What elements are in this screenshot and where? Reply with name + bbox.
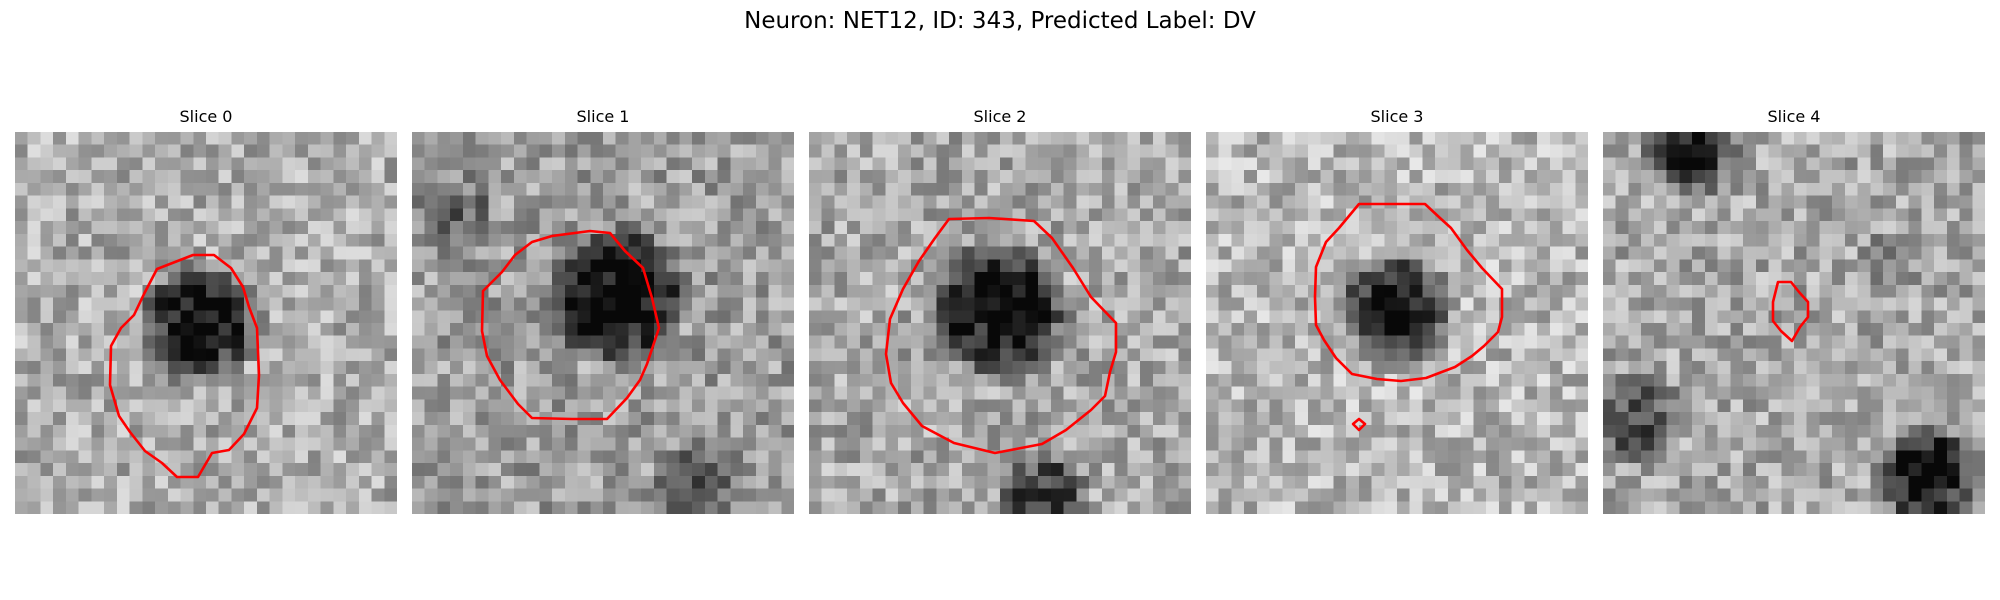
slice-grayscale-2 (809, 132, 1191, 514)
slice-image-4 (1603, 132, 1985, 514)
slice-image-2 (809, 132, 1191, 514)
roi-contour-3 (1313, 202, 1504, 383)
slice-panel-3: Slice 3 (1206, 106, 1588, 514)
roi-overlay-4 (1771, 280, 1810, 343)
slice-image-1 (412, 132, 794, 514)
slice-grayscale-3 (1206, 132, 1588, 514)
slice-image-0 (15, 132, 397, 514)
slice-panel-1: Slice 1 (412, 106, 794, 514)
roi-overlay-3 (1313, 202, 1504, 432)
slice-title-2: Slice 2 (973, 107, 1027, 126)
roi-contour-2 (884, 216, 1118, 455)
roi-contour-0 (108, 253, 261, 479)
slice-grayscale-4 (1603, 132, 1985, 514)
slice-title-4: Slice 4 (1767, 107, 1821, 126)
slice-grayscale-0 (15, 132, 397, 514)
figure-title: Neuron: NET12, ID: 343, Predicted Label:… (744, 8, 1256, 34)
roi-contour-1 (480, 229, 661, 421)
slice-panel-0: Slice 0 (15, 106, 397, 514)
slice-title-1: Slice 1 (576, 107, 630, 126)
slice-image-3 (1206, 132, 1588, 514)
roi-overlay-1 (480, 229, 661, 421)
slice-title-0: Slice 0 (179, 107, 233, 126)
roi-contour-4 (1771, 280, 1810, 343)
roi-overlay-0 (108, 253, 261, 479)
slice-panel-2: Slice 2 (809, 106, 1191, 514)
slice-grayscale-1 (412, 132, 794, 514)
roi-contour-3b (1351, 417, 1367, 432)
slice-title-3: Slice 3 (1370, 107, 1424, 126)
slice-panel-4: Slice 4 (1603, 106, 1985, 514)
roi-overlay-2 (884, 216, 1118, 455)
